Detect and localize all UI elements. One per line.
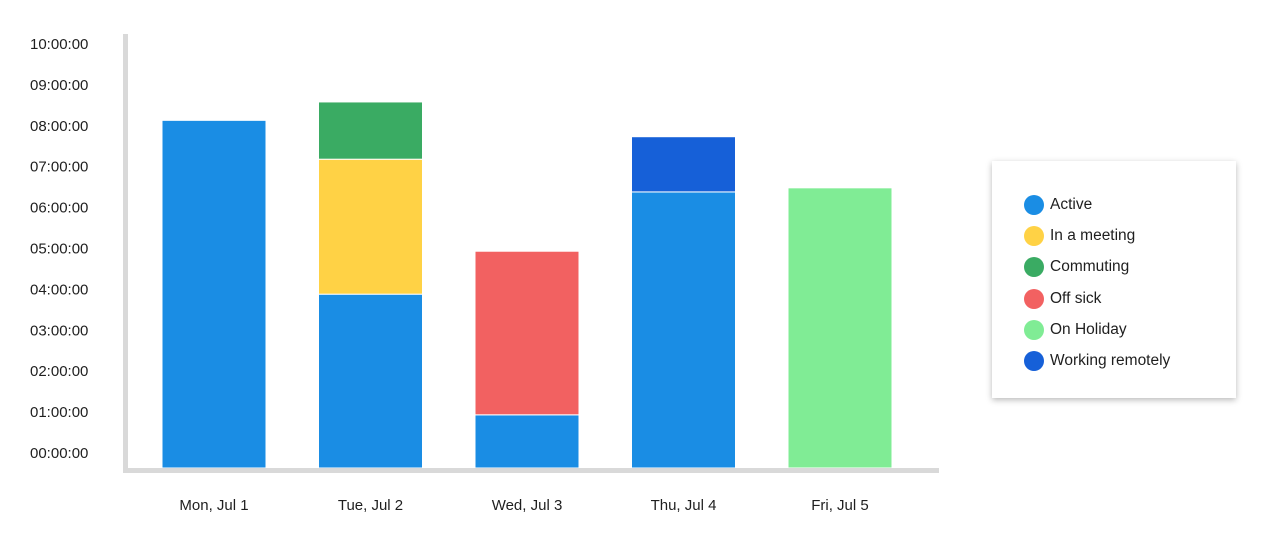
- legend-item: Commuting: [1024, 252, 1236, 283]
- bar-segment-on-holiday: [787, 187, 893, 469]
- legend-label: In a meeting: [1050, 226, 1136, 244]
- legend-item: On Holiday: [1024, 314, 1236, 345]
- bar-segment-commuting: [318, 101, 423, 160]
- y-tick-label: 00:00:00: [30, 445, 88, 462]
- legend-item: In a meeting: [1024, 220, 1236, 251]
- x-category-label: Fri, Jul 5: [811, 497, 869, 514]
- legend-swatch: [1024, 194, 1044, 215]
- bar-segment-active: [161, 119, 267, 469]
- y-tick-label: 10:00:00: [30, 36, 88, 53]
- y-tick-label: 08:00:00: [30, 118, 88, 135]
- bar-segment-active: [631, 191, 736, 469]
- bar-segment-in-a-meeting: [318, 158, 423, 295]
- y-tick-label: 01:00:00: [30, 404, 88, 421]
- y-tick-label: 06:00:00: [30, 200, 88, 217]
- legend-label: Working remotely: [1050, 352, 1171, 370]
- y-tick-label: 09:00:00: [30, 77, 88, 94]
- legend-label: Active: [1050, 195, 1093, 213]
- x-category-label: Wed, Jul 3: [492, 497, 563, 514]
- x-category-label: Tue, Jul 2: [338, 497, 403, 514]
- x-category-label: Mon, Jul 1: [179, 497, 248, 514]
- legend-swatch: [1024, 225, 1044, 246]
- y-tick-label: 04:00:00: [30, 281, 88, 298]
- legend-swatch: [1024, 288, 1044, 309]
- chart-legend: Active In a meeting Commuting Off sick On Ho…: [992, 161, 1236, 398]
- y-tick-label: 05:00:00: [30, 240, 88, 257]
- x-category-label: Thu, Jul 4: [651, 497, 717, 514]
- legend-item: Working remotely: [1024, 345, 1236, 376]
- bar-segment-off-sick: [474, 250, 580, 416]
- legend-item: Active: [1024, 189, 1236, 220]
- legend-swatch: [1024, 319, 1044, 340]
- legend-label: On Holiday: [1050, 320, 1127, 338]
- legend-label: Off sick: [1050, 289, 1102, 307]
- legend-swatch: [1024, 257, 1044, 278]
- y-tick-label: 03:00:00: [30, 322, 88, 339]
- y-axis-ticks: 00:00:00 01:00:00 02:00:00 03:00:00 04:00:00…: [30, 36, 88, 462]
- bars: [161, 101, 893, 469]
- bar-segment-active: [318, 293, 423, 469]
- bar-segment-active: [474, 414, 580, 469]
- legend-item: Off sick: [1024, 283, 1236, 314]
- bar-segment-working-remotely: [631, 136, 736, 193]
- x-axis-labels: Mon, Jul 1 Tue, Jul 2 Wed, Jul 3 Thu, Jul 4…: [179, 497, 868, 514]
- legend-swatch: [1024, 351, 1044, 372]
- y-tick-label: 02:00:00: [30, 363, 88, 380]
- legend-label: Commuting: [1050, 258, 1130, 276]
- y-tick-label: 07:00:00: [30, 159, 88, 176]
